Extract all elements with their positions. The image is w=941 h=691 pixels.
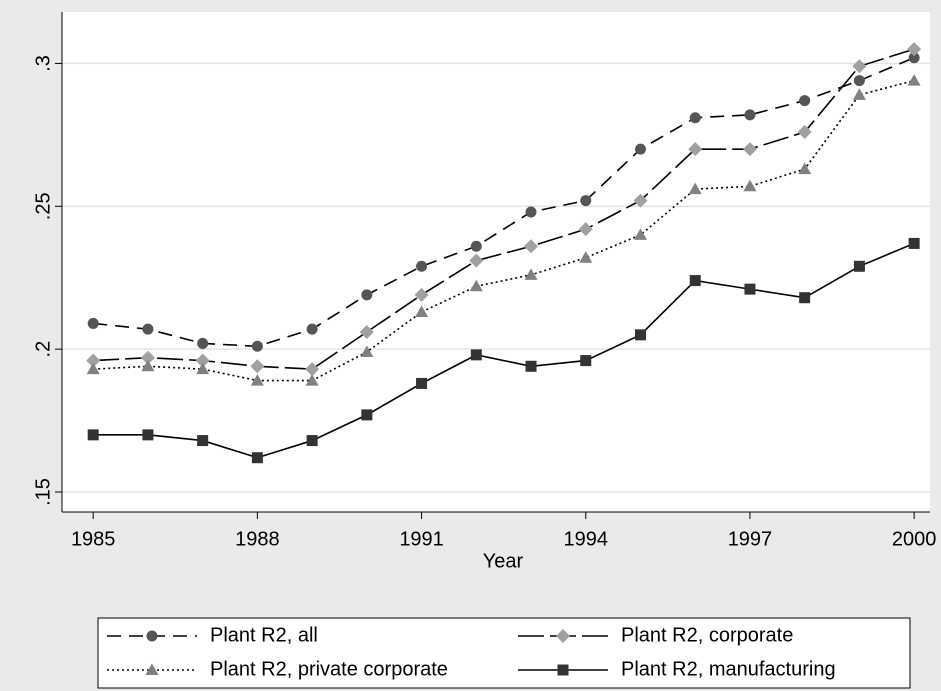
marker [689, 275, 701, 287]
marker [744, 109, 756, 121]
marker [578, 222, 593, 237]
marker [852, 59, 867, 74]
marker [142, 429, 154, 441]
legend-label: Plant R2, corporate [621, 624, 793, 646]
marker [416, 377, 428, 389]
marker [688, 142, 703, 157]
marker [798, 162, 812, 175]
marker [86, 362, 100, 375]
marker [469, 279, 483, 292]
marker [196, 362, 210, 375]
marker [146, 630, 158, 642]
y-tick-label: .2 [32, 341, 54, 358]
marker [557, 664, 569, 676]
marker [469, 253, 484, 268]
marker [361, 289, 373, 301]
marker [470, 240, 482, 252]
marker [416, 260, 428, 272]
x-tick-label: 1985 [71, 528, 116, 550]
marker [305, 374, 319, 386]
marker [524, 239, 539, 254]
x-tick-label: 1997 [728, 528, 773, 550]
legend-label: Plant R2, private corporate [210, 658, 448, 680]
marker [580, 355, 592, 367]
marker [799, 292, 811, 304]
marker [305, 362, 320, 377]
marker [799, 95, 811, 107]
marker [579, 251, 593, 263]
y-tick-label: .3 [32, 55, 54, 72]
marker [525, 206, 537, 218]
marker [251, 340, 263, 352]
marker [359, 325, 374, 339]
marker [907, 74, 921, 86]
marker [360, 345, 374, 357]
marker [743, 179, 757, 192]
marker [744, 283, 756, 295]
marker [86, 353, 101, 368]
marker [633, 228, 647, 240]
marker [142, 323, 154, 335]
marker [197, 337, 209, 349]
marker [853, 260, 865, 272]
series-line [93, 242, 915, 459]
marker [908, 237, 920, 249]
marker [87, 429, 99, 441]
marker [195, 353, 210, 368]
marker [524, 268, 538, 280]
legend-label: Plant R2, all [210, 624, 318, 646]
x-tick-label: 1991 [399, 528, 444, 550]
marker [852, 88, 866, 100]
marker [907, 42, 922, 57]
marker [306, 323, 318, 335]
marker [797, 125, 812, 139]
marker [908, 52, 920, 64]
marker [250, 359, 265, 374]
marker [634, 329, 646, 341]
marker [853, 75, 865, 87]
plot-area [62, 12, 930, 512]
marker [250, 374, 264, 386]
marker [634, 143, 646, 155]
marker [556, 629, 570, 643]
series-line [93, 48, 915, 370]
marker [633, 193, 648, 208]
marker [306, 435, 318, 447]
x-tick-label: 1994 [564, 528, 609, 550]
marker [580, 195, 592, 207]
marker [414, 287, 429, 302]
marker [470, 349, 482, 361]
y-tick-label: .25 [32, 192, 54, 220]
y-tick-label: .15 [32, 478, 54, 506]
marker [251, 452, 263, 464]
series-line [93, 56, 915, 348]
marker [742, 142, 757, 157]
legend [97, 617, 911, 689]
marker [688, 182, 702, 195]
marker [415, 305, 429, 317]
marker [689, 112, 701, 124]
marker [525, 360, 537, 372]
marker [361, 409, 373, 421]
marker [197, 435, 209, 447]
legend-label: Plant R2, manufacturing [621, 658, 836, 680]
marker [141, 359, 155, 372]
marker [140, 350, 155, 365]
x-axis-label: Year [483, 550, 524, 572]
marker [87, 317, 99, 329]
x-tick-label: 2000 [892, 528, 937, 550]
x-tick-label: 1988 [235, 528, 280, 550]
marker [145, 663, 159, 675]
